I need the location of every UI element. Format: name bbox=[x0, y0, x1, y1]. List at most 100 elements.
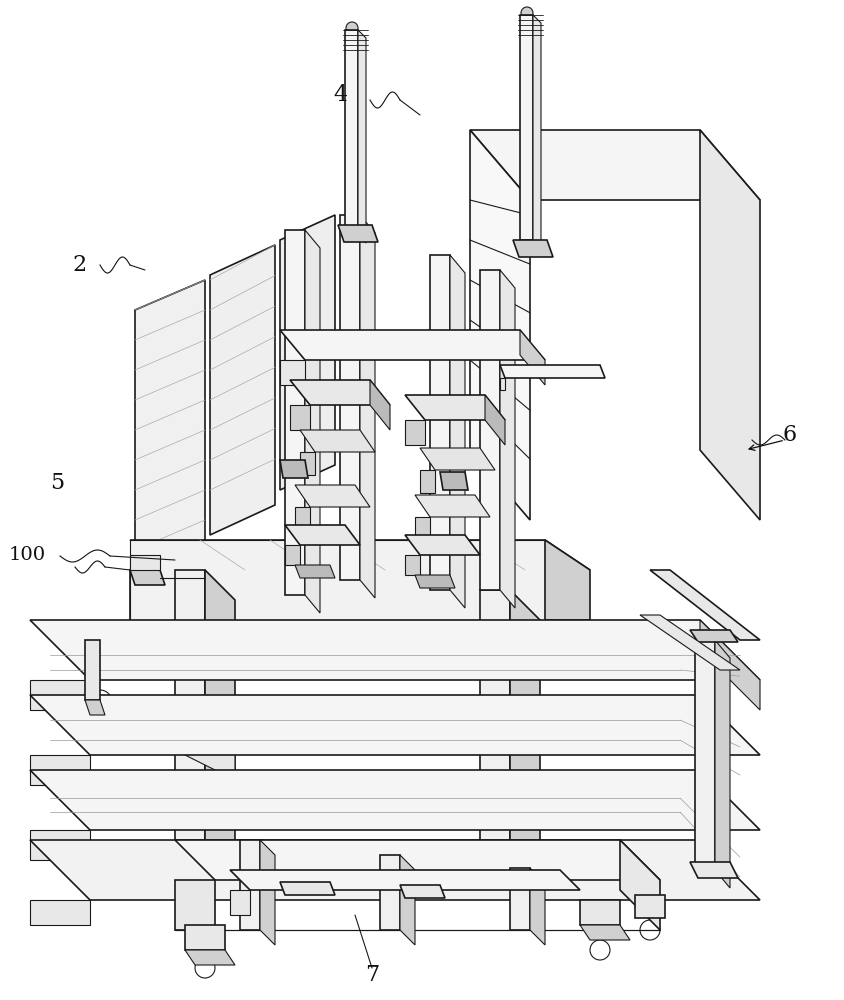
Polygon shape bbox=[130, 570, 175, 620]
Polygon shape bbox=[279, 460, 307, 478]
Polygon shape bbox=[533, 15, 540, 248]
Polygon shape bbox=[519, 330, 544, 385]
Polygon shape bbox=[512, 240, 552, 257]
Text: 7: 7 bbox=[365, 964, 379, 986]
Text: 100: 100 bbox=[8, 546, 46, 564]
Polygon shape bbox=[484, 395, 505, 445]
Polygon shape bbox=[289, 405, 310, 430]
Polygon shape bbox=[30, 620, 759, 680]
Polygon shape bbox=[519, 15, 533, 240]
Polygon shape bbox=[544, 540, 589, 620]
Polygon shape bbox=[284, 230, 305, 595]
Polygon shape bbox=[175, 700, 235, 780]
Polygon shape bbox=[419, 470, 435, 493]
Polygon shape bbox=[175, 570, 205, 870]
Polygon shape bbox=[479, 270, 500, 590]
Polygon shape bbox=[305, 230, 320, 613]
Polygon shape bbox=[450, 255, 464, 608]
Polygon shape bbox=[510, 590, 539, 905]
Polygon shape bbox=[500, 378, 505, 390]
Polygon shape bbox=[399, 885, 445, 898]
Polygon shape bbox=[185, 950, 235, 965]
Polygon shape bbox=[358, 30, 365, 243]
Polygon shape bbox=[579, 925, 630, 940]
Polygon shape bbox=[300, 430, 375, 452]
Polygon shape bbox=[295, 485, 370, 507]
Text: 4: 4 bbox=[333, 84, 347, 106]
Polygon shape bbox=[344, 30, 358, 235]
Polygon shape bbox=[300, 452, 315, 475]
Polygon shape bbox=[130, 570, 165, 585]
Polygon shape bbox=[85, 640, 100, 700]
Polygon shape bbox=[30, 680, 90, 710]
Polygon shape bbox=[240, 840, 260, 930]
Polygon shape bbox=[135, 280, 205, 570]
Polygon shape bbox=[529, 868, 544, 945]
Polygon shape bbox=[404, 420, 425, 445]
Polygon shape bbox=[284, 545, 300, 565]
Polygon shape bbox=[279, 882, 334, 895]
Polygon shape bbox=[649, 570, 759, 640]
Polygon shape bbox=[289, 380, 390, 405]
Polygon shape bbox=[714, 640, 729, 888]
Text: 5: 5 bbox=[50, 472, 64, 494]
Circle shape bbox=[345, 22, 358, 34]
Polygon shape bbox=[469, 130, 529, 520]
Polygon shape bbox=[279, 215, 334, 490]
Polygon shape bbox=[279, 330, 544, 360]
Polygon shape bbox=[205, 570, 235, 900]
Polygon shape bbox=[419, 448, 495, 470]
Polygon shape bbox=[30, 840, 759, 900]
Polygon shape bbox=[404, 555, 419, 575]
Polygon shape bbox=[230, 890, 250, 915]
Polygon shape bbox=[279, 360, 305, 385]
Polygon shape bbox=[30, 830, 90, 860]
Polygon shape bbox=[634, 895, 664, 918]
Polygon shape bbox=[339, 215, 360, 580]
Polygon shape bbox=[404, 395, 505, 420]
Polygon shape bbox=[295, 565, 334, 578]
Polygon shape bbox=[30, 755, 90, 785]
Polygon shape bbox=[619, 840, 659, 930]
Polygon shape bbox=[30, 900, 90, 925]
Polygon shape bbox=[699, 620, 759, 710]
Polygon shape bbox=[690, 630, 737, 642]
Polygon shape bbox=[130, 540, 544, 620]
Polygon shape bbox=[414, 517, 430, 535]
Polygon shape bbox=[175, 880, 214, 930]
Polygon shape bbox=[404, 535, 479, 555]
Polygon shape bbox=[370, 380, 390, 430]
Polygon shape bbox=[338, 225, 377, 242]
Polygon shape bbox=[175, 840, 659, 880]
Polygon shape bbox=[469, 130, 759, 200]
Polygon shape bbox=[399, 855, 414, 945]
Polygon shape bbox=[414, 575, 454, 588]
Polygon shape bbox=[130, 555, 160, 570]
Polygon shape bbox=[210, 245, 274, 535]
Polygon shape bbox=[694, 640, 714, 870]
Polygon shape bbox=[639, 615, 739, 670]
Polygon shape bbox=[284, 525, 360, 545]
Polygon shape bbox=[690, 862, 737, 878]
Circle shape bbox=[521, 7, 533, 19]
Polygon shape bbox=[510, 868, 529, 930]
Polygon shape bbox=[479, 590, 510, 875]
Polygon shape bbox=[430, 255, 450, 590]
Polygon shape bbox=[500, 270, 514, 608]
Polygon shape bbox=[579, 900, 619, 925]
Polygon shape bbox=[185, 925, 225, 950]
Polygon shape bbox=[414, 495, 490, 517]
Polygon shape bbox=[295, 507, 310, 525]
Polygon shape bbox=[230, 870, 579, 890]
Polygon shape bbox=[85, 700, 105, 715]
Polygon shape bbox=[30, 695, 759, 755]
Text: 2: 2 bbox=[73, 254, 87, 276]
Polygon shape bbox=[360, 215, 375, 598]
Text: 6: 6 bbox=[782, 424, 796, 446]
Polygon shape bbox=[260, 840, 274, 945]
Polygon shape bbox=[380, 855, 399, 930]
Polygon shape bbox=[130, 540, 589, 570]
Polygon shape bbox=[30, 770, 759, 830]
Polygon shape bbox=[500, 365, 604, 378]
Polygon shape bbox=[699, 130, 759, 520]
